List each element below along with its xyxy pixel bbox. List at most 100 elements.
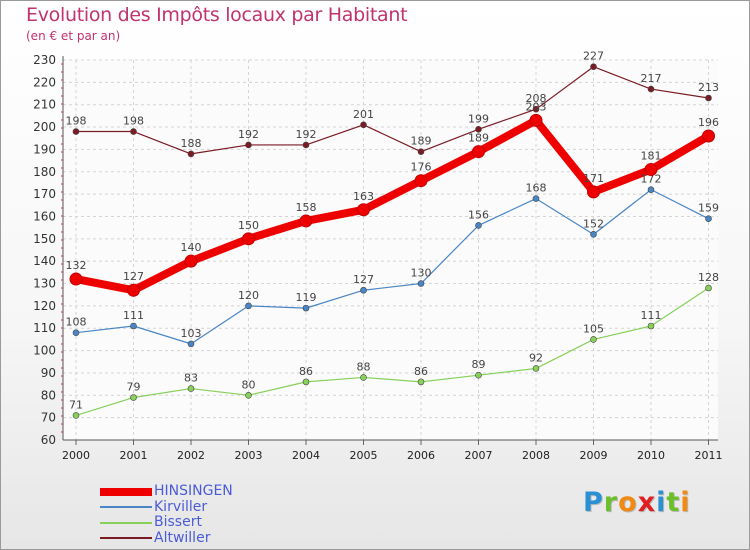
legend-swatch: [100, 537, 152, 540]
y-tick-label: 90: [41, 366, 56, 380]
data-label-altwiller: 217: [641, 72, 662, 85]
data-point-hinsingen: [69, 272, 83, 286]
data-point-bissert: [130, 394, 137, 401]
data-label-hinsingen: 181: [641, 150, 662, 163]
legend: HINSINGEN Kirviller Bissert Altwiller: [100, 483, 233, 547]
data-label-altwiller: 227: [583, 50, 604, 63]
data-label-bissert: 92: [529, 351, 543, 364]
x-tick-label: 2010: [637, 449, 665, 462]
data-point-kirviller: [245, 302, 252, 310]
series-line-kirviller: [75, 189, 710, 345]
y-tick-label: 110: [33, 321, 56, 335]
data-point-altwiller: [360, 121, 367, 129]
data-point-bissert: [647, 322, 655, 330]
data-point-bissert: [245, 391, 252, 399]
logo-letter: i: [656, 487, 667, 518]
y-tick-label: 150: [33, 232, 56, 246]
data-label-altwiller: 198: [66, 115, 87, 128]
data-label-bissert: 88: [357, 360, 371, 373]
data-label-bissert: 105: [583, 322, 604, 335]
data-point-altwiller: [417, 148, 425, 155]
data-label-hinsingen: 132: [66, 259, 87, 272]
data-label-kirviller: 156: [468, 208, 489, 221]
data-point-bissert: [187, 385, 195, 392]
data-point-kirviller: [417, 280, 425, 287]
data-point-altwiller: [72, 128, 80, 135]
x-tick-label: 2008: [522, 449, 550, 462]
data-label-kirviller: 127: [353, 273, 374, 286]
data-point-hinsingen: [242, 232, 255, 246]
data-point-hinsingen: [414, 174, 428, 188]
series-line-altwiller: [75, 66, 710, 155]
data-point-kirviller: [590, 231, 597, 238]
data-point-bissert: [72, 412, 80, 419]
x-tick-label: 2011: [695, 449, 723, 462]
data-label-bissert: 79: [127, 381, 141, 394]
data-label-altwiller: 192: [296, 128, 317, 141]
logo-letter: i: [680, 487, 691, 518]
data-point-hinsingen: [529, 113, 543, 127]
logo-letter: o: [618, 487, 638, 518]
data-point-altwiller: [532, 105, 540, 113]
y-tick-label: 220: [33, 75, 56, 89]
legend-label: Bissert: [154, 514, 202, 530]
legend-item-altwiller: Altwiller: [100, 530, 233, 547]
y-tick-label: 230: [33, 53, 56, 67]
y-tick-label: 190: [33, 142, 56, 156]
x-tick-label: 2003: [235, 449, 263, 462]
data-point-bissert: [417, 378, 425, 386]
data-point-altwiller: [590, 63, 597, 71]
data-label-bissert: 83: [184, 372, 198, 385]
data-point-bissert: [590, 336, 597, 343]
data-label-hinsingen: 203: [526, 100, 547, 113]
y-tick-label: 160: [33, 209, 56, 223]
data-label-kirviller: 120: [238, 289, 259, 302]
data-label-kirviller: 168: [526, 182, 547, 195]
data-point-altwiller: [245, 141, 252, 149]
data-point-altwiller: [647, 85, 655, 93]
data-label-kirviller: 152: [583, 217, 604, 230]
data-point-kirviller: [302, 304, 310, 312]
data-label-kirviller: 159: [698, 202, 719, 215]
data-label-bissert: 86: [414, 365, 428, 378]
y-tick-label: 120: [33, 299, 56, 313]
x-tick-label: 2007: [465, 449, 493, 462]
data-label-altwiller: 188: [181, 137, 202, 150]
data-label-altwiller: 189: [411, 135, 432, 148]
data-point-bissert: [360, 374, 367, 381]
data-point-altwiller: [475, 125, 482, 133]
data-label-hinsingen: 176: [411, 161, 432, 174]
data-point-bissert: [532, 365, 540, 372]
y-tick-label: 60: [41, 433, 56, 447]
data-point-hinsingen: [299, 214, 313, 228]
y-tick-label: 200: [33, 120, 56, 134]
x-tick-label: 2002: [177, 449, 205, 462]
data-label-bissert: 128: [698, 271, 719, 284]
legend-item-kirviller: Kirviller: [100, 499, 233, 516]
legend-swatch: [100, 487, 152, 496]
data-label-kirviller: 130: [411, 267, 432, 280]
x-tick-label: 2001: [120, 449, 148, 462]
data-point-bissert: [475, 371, 482, 379]
y-tick-label: 210: [33, 98, 56, 112]
data-label-bissert: 111: [641, 309, 662, 322]
chart-title: Evolution des Impôts locaux par Habitant: [26, 4, 408, 26]
data-point-altwiller: [302, 141, 310, 149]
data-point-altwiller: [130, 128, 137, 135]
x-tick-label: 2000: [62, 449, 90, 462]
data-label-kirviller: 103: [181, 327, 202, 340]
data-label-hinsingen: 163: [353, 190, 374, 203]
proxiti-logo: Proxiti: [583, 487, 691, 518]
data-label-kirviller: 119: [296, 291, 317, 304]
data-label-kirviller: 111: [123, 309, 144, 322]
data-label-altwiller: 198: [123, 115, 144, 128]
data-label-altwiller: 192: [238, 128, 259, 141]
x-tick-label: 2004: [292, 449, 320, 462]
data-point-hinsingen: [472, 145, 485, 159]
data-label-bissert: 86: [299, 365, 313, 378]
data-point-kirviller: [130, 322, 137, 330]
data-label-bissert: 71: [69, 398, 83, 411]
data-point-kirviller: [360, 286, 367, 294]
data-label-altwiller: 208: [526, 92, 547, 105]
series-line-hinsingen: [72, 116, 713, 295]
